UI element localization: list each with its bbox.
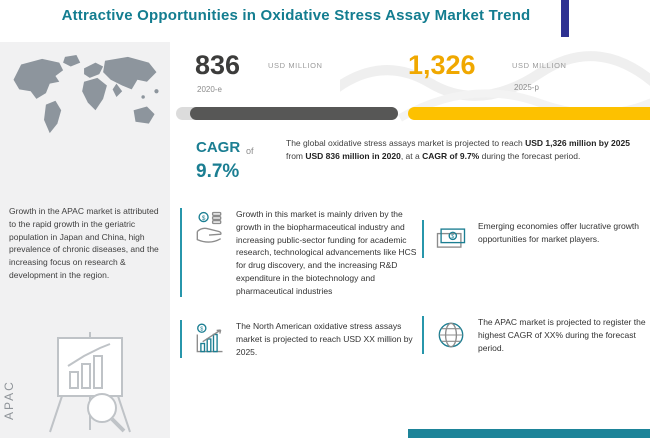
insight-emerging-economies: $ Emerging economies offer lucrative gro…: [422, 220, 650, 258]
current-market-value: 836: [195, 50, 241, 80]
summary-segment: from: [286, 151, 306, 162]
market-summary: The global oxidative stress assays marke…: [286, 137, 644, 163]
insight-text: Growth in this market is mainly driven b…: [236, 209, 417, 296]
svg-text:$: $: [451, 234, 454, 240]
bar-2020: [176, 107, 398, 120]
summary-segment: The global oxidative stress assays marke…: [286, 138, 526, 148]
insight-text: The North American oxidative stress assa…: [236, 321, 413, 357]
insight-north-america: $ The North American oxidative stress as…: [180, 320, 423, 359]
summary-segment: , at a: [400, 151, 423, 162]
easel-chart-illustration: [49, 332, 131, 433]
projected-market-value: 1,326: [408, 50, 476, 80]
summary-segment-bold: CAGR of 9.7%: [422, 151, 480, 162]
cagr-value: 9.7%: [196, 161, 240, 182]
cagr-of-label: of: [246, 146, 254, 156]
world-map: [13, 55, 159, 134]
svg-text:$: $: [200, 326, 203, 332]
insight-text: The APAC market is projected to register…: [478, 317, 646, 353]
projected-unit-label: USD MILLION: [512, 61, 567, 70]
page-title: Attractive Opportunities in Oxidative St…: [61, 7, 531, 24]
cagr-label: CAGR: [196, 139, 241, 156]
svg-text:$: $: [202, 215, 206, 222]
insight-apac-cagr: The APAC market is projected to register…: [422, 316, 650, 355]
globe-icon: [438, 322, 464, 348]
title-accent-bar: [561, 0, 569, 37]
funding-hand-icon: $: [196, 211, 222, 243]
bar-2025: [408, 107, 650, 120]
summary-segment-bold: USD 836 million in 2020: [305, 151, 401, 162]
insight-text: Emerging economies offer lucrative growt…: [478, 221, 639, 244]
growth-chart-icon: $: [196, 323, 223, 353]
bar-2020-fill: [190, 107, 398, 120]
banknotes-icon: $: [436, 228, 466, 248]
current-unit-label: USD MILLION: [268, 61, 323, 70]
current-year-label: 2020-e: [197, 85, 222, 94]
summary-segment: during the forecast period.: [479, 151, 581, 162]
summary-segment-bold: USD 1,326 million by 2025: [525, 138, 630, 148]
insight-drivers: $ Growth in this market is mainly driven…: [180, 208, 423, 298]
footer-accent-bar: [408, 429, 650, 438]
region-label: APAC: [2, 380, 16, 420]
apac-description: Growth in the APAC market is attributed …: [9, 206, 159, 280]
left-panel: Growth in the APAC market is attributed …: [0, 42, 170, 438]
projected-year-label: 2025-p: [514, 83, 539, 92]
